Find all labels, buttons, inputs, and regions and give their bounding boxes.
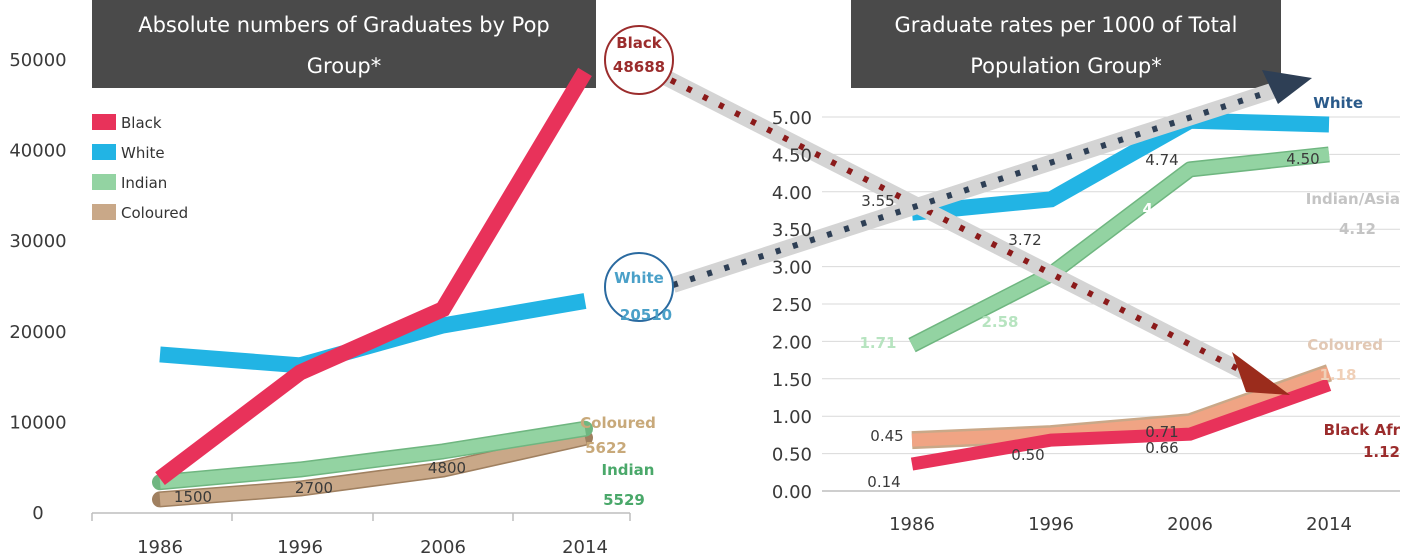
left-legend-label: Coloured: [121, 204, 188, 222]
right-data-label: 0.66: [1145, 439, 1178, 457]
white-arrow-band: [670, 82, 1278, 293]
right-y-tick-label: 2.50: [772, 295, 812, 316]
right-series-line-black-african: [910, 378, 1332, 471]
left-legend-swatch: [92, 174, 116, 190]
left-y-tick-label: 30000: [9, 231, 66, 252]
left-legend-swatch: [92, 144, 116, 160]
right-y-tick-label: 1.50: [772, 370, 812, 391]
right-data-label: 0.71: [1145, 423, 1178, 441]
right-y-tick-label: 5.00: [772, 108, 812, 129]
left-title-line2: Group*: [307, 54, 381, 78]
right-y-tick-label: 1.00: [772, 407, 812, 428]
left-data-label: 1500: [174, 488, 212, 506]
left-x-tick-label: 1986: [137, 537, 183, 557]
right-end-label: White: [1313, 94, 1363, 112]
right-end-label: Coloured: [1307, 336, 1383, 354]
right-end-label: Indian/Asia: [1306, 190, 1400, 208]
right-y-tick-label: 4.00: [772, 183, 812, 204]
right-data-label: 0.45: [870, 427, 903, 445]
left-y-tick-label: 20000: [9, 322, 66, 343]
black-callout-circle: [604, 25, 674, 95]
right-y-tick-label: 2.00: [772, 332, 812, 353]
left-data-label: 5529: [603, 491, 645, 509]
right-y-tick-label: 0.00: [772, 482, 812, 503]
right-y-tick-label: 3.00: [772, 258, 812, 279]
right-y-tick-label: 3.50: [772, 220, 812, 241]
left-data-label: Indian: [602, 461, 655, 479]
left-legend-label: Black: [121, 114, 162, 132]
right-x-tick-label: 2014: [1306, 514, 1352, 535]
right-data-label: 3.55: [861, 192, 894, 210]
left-x-tick-label: 2006: [420, 537, 466, 557]
black-arrow-dots: [653, 69, 1252, 378]
left-y-tick-label: 0: [32, 503, 43, 524]
left-data-label: Coloured: [580, 414, 656, 432]
black-callout-value: 48688: [613, 58, 665, 76]
white-callout-name: White: [614, 269, 664, 287]
black-callout-name: Black: [616, 34, 663, 52]
right-data-label: 4.50: [1286, 150, 1319, 168]
left-series-line-black: [155, 67, 592, 485]
left-legend-swatch: [92, 114, 116, 130]
left-legend-label: White: [121, 144, 165, 162]
left-data-label: 4800: [428, 459, 466, 477]
right-title-box: [851, 0, 1281, 88]
right-data-label: 2.58: [981, 313, 1018, 331]
right-end-label: 1.12: [1363, 443, 1400, 461]
left-title-box: [92, 0, 596, 88]
left-legend-label: Indian: [121, 174, 167, 192]
right-x-tick-label: 1986: [889, 514, 935, 535]
white-arrow-head: [1262, 70, 1312, 104]
right-data-label: 1.71: [859, 334, 896, 352]
right-title-line1: Graduate rates per 1000 of Total: [894, 13, 1237, 37]
left-x-tick-label: 2014: [562, 537, 608, 557]
right-data-label: 4.74: [1145, 151, 1178, 169]
left-data-label: 2700: [295, 479, 333, 497]
left-series-line-coloured: [159, 431, 587, 506]
right-data-label: 1.18: [1319, 366, 1356, 384]
left-data-label: 5622: [585, 439, 627, 457]
right-end-label: Black Afr: [1324, 421, 1401, 439]
right-data-label: 0.14: [867, 473, 900, 491]
right-series-line-white: [911, 112, 1330, 221]
left-legend-swatch: [92, 204, 116, 220]
right-series-line-coloured: [911, 366, 1332, 447]
right-series-line-indian-asian: [909, 147, 1330, 351]
left-y-tick-label: 10000: [9, 412, 66, 433]
right-y-tick-label: 0.50: [772, 445, 812, 466]
right-data-label: 0.50: [1011, 446, 1044, 464]
right-data-label: 4.12: [1142, 200, 1179, 218]
right-x-tick-label: 2006: [1167, 514, 1213, 535]
left-y-tick-label: 50000: [9, 50, 66, 71]
white-callout-circle: [604, 252, 674, 322]
right-data-label: 3.72: [1008, 231, 1041, 249]
white-callout-value: 20510: [620, 306, 672, 324]
left-x-tick-label: 1996: [277, 537, 323, 557]
right-end-label: 4.12: [1339, 220, 1376, 238]
right-title-line2: Population Group*: [970, 54, 1161, 78]
left-series-line-indian: [159, 422, 587, 489]
left-title-line1: Absolute numbers of Graduates by Pop: [138, 13, 550, 37]
right-y-tick-label: 4.50: [772, 145, 812, 166]
left-y-tick-label: 40000: [9, 141, 66, 162]
black-arrow-head: [1232, 352, 1290, 395]
right-x-tick-label: 1996: [1028, 514, 1074, 535]
